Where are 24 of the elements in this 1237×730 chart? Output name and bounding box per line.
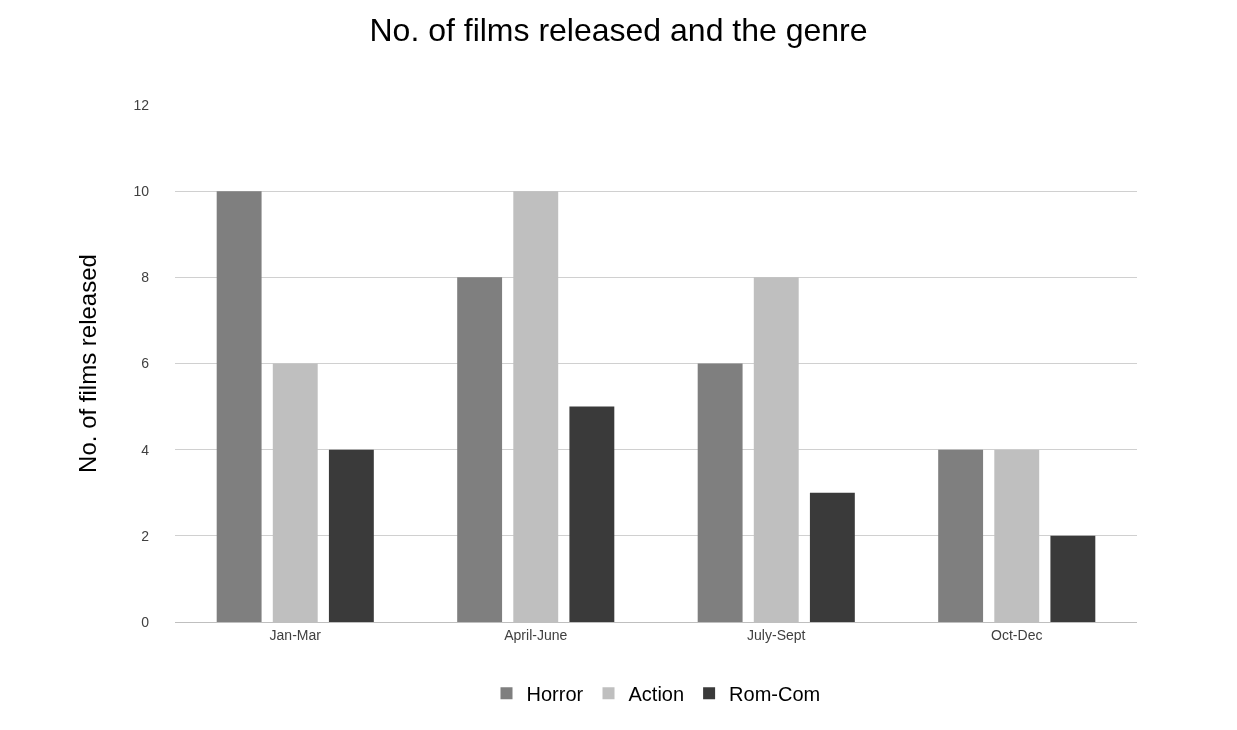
bar — [1050, 535, 1096, 622]
legend-label: Rom-Com — [729, 683, 821, 705]
legend-label: Action — [628, 683, 685, 705]
x-tick-label: April-June — [504, 626, 568, 643]
y-tick-label: 2 — [141, 527, 150, 544]
bar — [328, 449, 374, 622]
bar — [938, 449, 984, 622]
y-tick-label: 4 — [141, 441, 150, 458]
y-tick-label: 12 — [133, 96, 150, 113]
bar — [457, 277, 503, 622]
y-tick-label: 10 — [133, 183, 150, 200]
y-tick-label: 8 — [141, 269, 150, 286]
bar — [809, 492, 855, 622]
chart-title: No. of films released and the genre — [369, 11, 868, 48]
x-tick-label: July-Sept — [747, 626, 806, 643]
bar — [697, 363, 743, 622]
legend-label: Horror — [526, 683, 584, 705]
y-axis-title: No. of films released — [73, 254, 101, 473]
x-tick-label: Jan-Mar — [269, 626, 322, 643]
bar — [569, 406, 615, 622]
x-tick-label: Oct-Dec — [991, 626, 1043, 643]
bar — [216, 191, 262, 622]
y-tick-label: 0 — [141, 613, 150, 630]
y-tick-label: 6 — [141, 355, 150, 372]
